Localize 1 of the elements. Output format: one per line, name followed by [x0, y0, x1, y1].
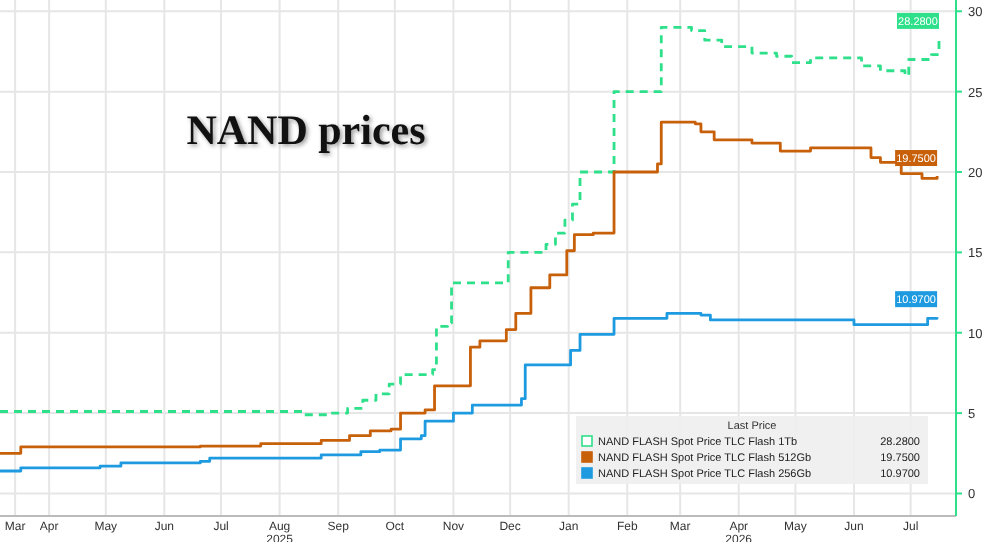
text: NAND prices — [186, 106, 426, 154]
